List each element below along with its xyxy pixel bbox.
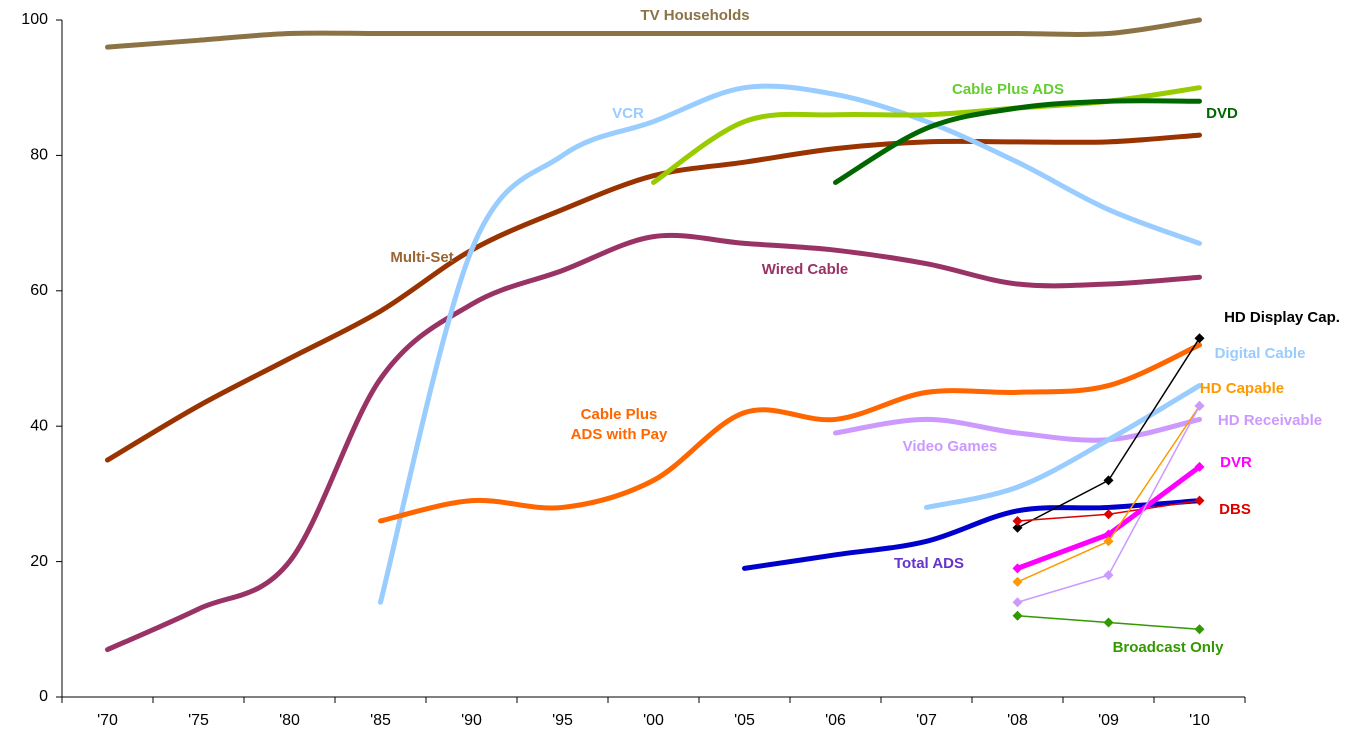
marker: [1103, 475, 1114, 486]
marker: [1012, 563, 1023, 574]
x-tick-label: '75: [188, 712, 209, 729]
marker: [1194, 624, 1205, 635]
x-tick-label: '90: [461, 712, 482, 729]
series-line: [105, 132, 1202, 463]
series-line: [105, 232, 1202, 653]
x-tick-label: '10: [1189, 712, 1210, 729]
x-tick-label: '07: [916, 712, 937, 729]
x-tick-label: '05: [734, 712, 755, 729]
x-tick-label: '06: [825, 712, 846, 729]
series-label: Wired Cable: [761, 261, 849, 278]
x-tick-label: '70: [97, 712, 118, 729]
series-label: Video Games: [902, 438, 998, 455]
series-line: [1016, 337, 1201, 529]
series-label: Cable Plus ADS: [952, 81, 1064, 98]
series-line: [833, 98, 1202, 185]
marker: [1103, 617, 1114, 628]
series-label: VCR: [612, 105, 644, 122]
marker: [1103, 536, 1114, 547]
marker: [1103, 570, 1114, 581]
series-label: HD Display Cap.: [1224, 309, 1340, 326]
marker: [1103, 509, 1114, 520]
y-tick-label: 60: [30, 282, 48, 299]
series-label: TV Households: [640, 7, 750, 24]
series-line: [105, 17, 1202, 50]
series-line: [378, 83, 1202, 605]
marker: [1194, 333, 1205, 344]
series-line: [833, 416, 1202, 443]
marker: [1012, 522, 1023, 533]
y-tick-label: 100: [21, 11, 48, 28]
series-label: Digital Cable: [1214, 345, 1306, 362]
series-line: [1016, 405, 1201, 583]
marker: [1194, 461, 1205, 472]
x-tick-label: '85: [370, 712, 391, 729]
series-line: [378, 342, 1202, 524]
marker: [1012, 597, 1023, 608]
series-label: DBS: [1219, 501, 1251, 518]
x-tick-label: '95: [552, 712, 573, 729]
marker: [1194, 400, 1205, 411]
series-label: Total ADS: [894, 555, 964, 572]
series-label: Broadcast Only: [1112, 639, 1224, 656]
marker: [1012, 576, 1023, 587]
series-label: DVD: [1206, 105, 1238, 122]
series-line: [742, 498, 1202, 571]
x-tick-label: '80: [279, 712, 300, 729]
y-tick-label: 40: [30, 417, 48, 434]
y-tick-label: 20: [30, 553, 48, 570]
series-label: Multi-Set: [390, 249, 454, 266]
series-label: Cable Plus ADS with Pay: [570, 406, 668, 443]
y-tick-label: 80: [30, 147, 48, 164]
series-line: [924, 383, 1202, 510]
x-tick-label: '09: [1098, 712, 1119, 729]
x-tick-label: '08: [1007, 712, 1028, 729]
series-label: DVR: [1220, 454, 1252, 471]
marker: [1012, 610, 1023, 621]
y-tick-label: 0: [39, 688, 48, 705]
marker: [1012, 515, 1023, 526]
x-tick-label: '00: [643, 712, 664, 729]
series-label: HD Capable: [1199, 380, 1285, 397]
marker: [1194, 495, 1205, 506]
series-label: HD Receivable: [1217, 412, 1323, 429]
